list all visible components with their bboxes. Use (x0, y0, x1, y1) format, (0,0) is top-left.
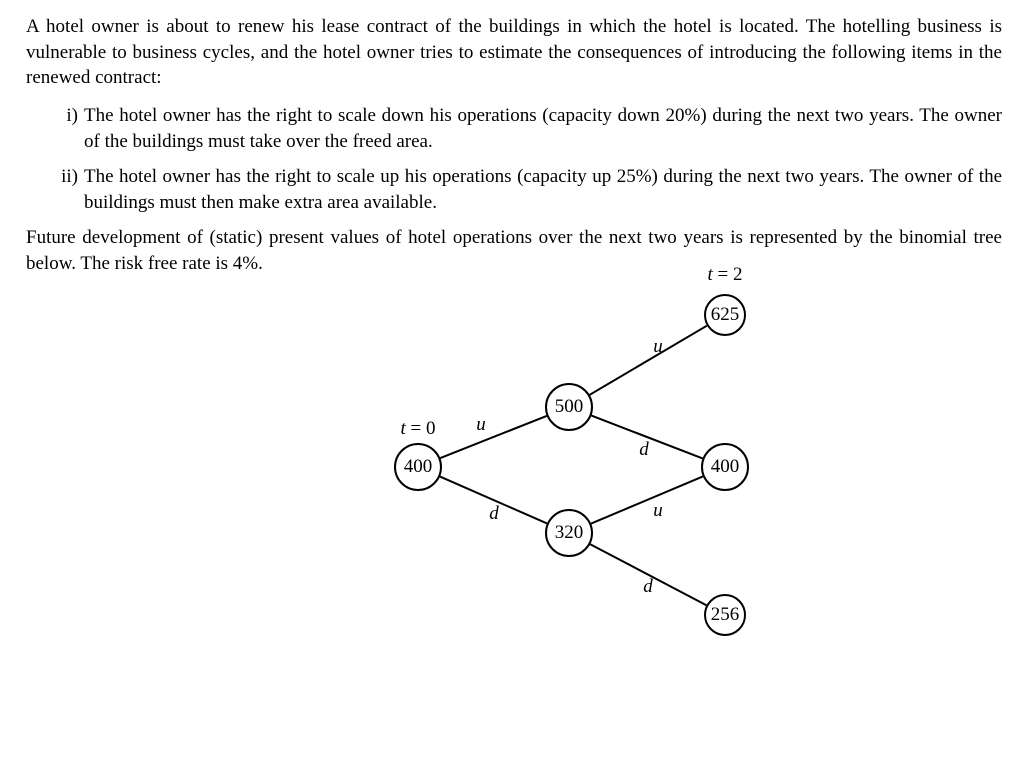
tree-node: 256 (704, 594, 746, 636)
tree-edges-svg (26, 277, 1024, 677)
tree-edge-label: u (476, 412, 486, 438)
tree-node: 625 (704, 294, 746, 336)
tree-edge-label: u (653, 498, 663, 524)
tree-edge (590, 325, 707, 394)
time-label: t = 0 (401, 416, 436, 442)
tree-edge-label: d (643, 574, 653, 600)
intro-paragraph: A hotel owner is about to renew his leas… (26, 14, 1002, 91)
tree-node: 400 (701, 443, 749, 491)
option-text-ii: The hotel owner has the right to scale u… (84, 166, 1002, 213)
tree-edge-label: u (653, 334, 663, 360)
tree-edge (591, 476, 703, 523)
option-marker-ii: ii) (44, 164, 78, 190)
followup-paragraph: Future development of (static) present v… (26, 225, 1002, 276)
option-marker-i: i) (44, 103, 78, 129)
tree-edge-label: d (489, 501, 499, 527)
tree-node: 400 (394, 443, 442, 491)
option-list: i) The hotel owner has the right to scal… (26, 103, 1002, 216)
time-label: t = 2 (708, 262, 743, 288)
option-text-i: The hotel owner has the right to scale d… (84, 105, 1002, 152)
tree-node: 320 (545, 509, 593, 557)
tree-edge (440, 416, 546, 458)
option-item-ii: ii) The hotel owner has the right to sca… (72, 164, 1002, 215)
option-item-i: i) The hotel owner has the right to scal… (72, 103, 1002, 154)
tree-edge-label: d (639, 437, 649, 463)
tree-node: 500 (545, 383, 593, 431)
